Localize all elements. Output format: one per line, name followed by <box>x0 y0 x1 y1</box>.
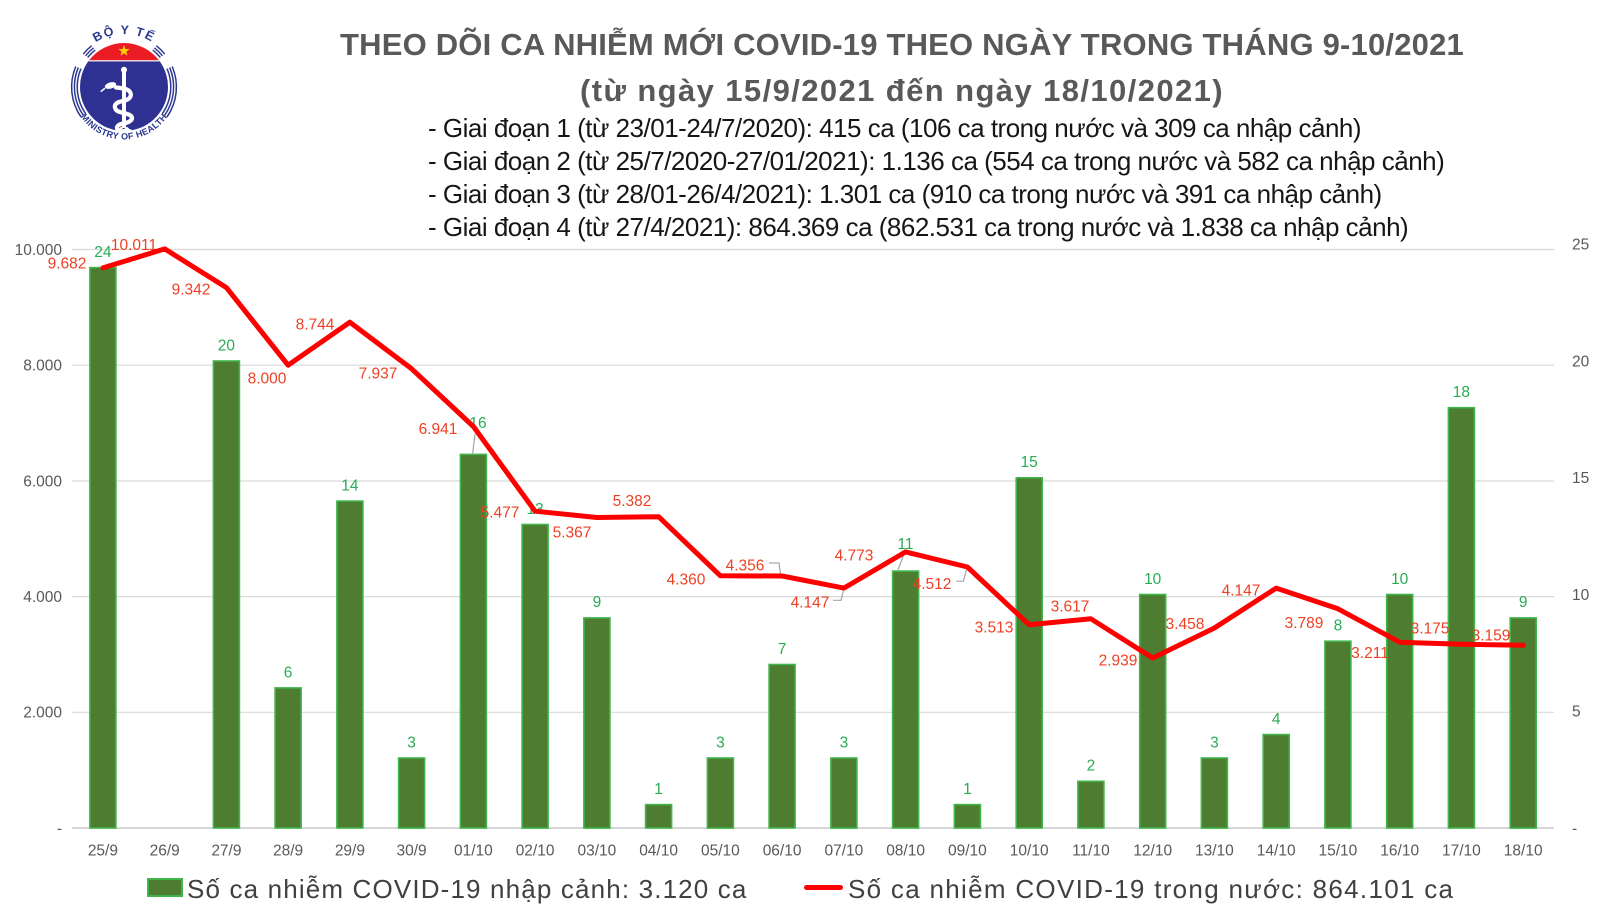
svg-text:17/10: 17/10 <box>1442 842 1481 859</box>
svg-text:3.789: 3.789 <box>1285 615 1324 632</box>
svg-text:8.744: 8.744 <box>296 316 335 333</box>
svg-text:10: 10 <box>1144 571 1162 588</box>
svg-text:15: 15 <box>1021 454 1038 471</box>
svg-text:25: 25 <box>1572 237 1589 254</box>
svg-text:9.342: 9.342 <box>172 281 211 298</box>
svg-text:10.000: 10.000 <box>15 242 63 259</box>
svg-text:5.477: 5.477 <box>481 504 520 521</box>
svg-text:9.682: 9.682 <box>48 255 87 272</box>
svg-text:8: 8 <box>1334 618 1343 635</box>
svg-text:3.458: 3.458 <box>1166 616 1205 633</box>
svg-text:-: - <box>57 820 62 837</box>
svg-text:7: 7 <box>778 641 787 658</box>
svg-text:27/9: 27/9 <box>211 842 241 859</box>
svg-text:3.617: 3.617 <box>1051 598 1090 615</box>
svg-text:6.941: 6.941 <box>419 421 458 438</box>
svg-text:15/10: 15/10 <box>1319 842 1358 859</box>
svg-text:1: 1 <box>654 781 663 798</box>
svg-text:26/9: 26/9 <box>150 842 180 859</box>
svg-text:8.000: 8.000 <box>23 358 62 375</box>
svg-text:20: 20 <box>218 337 236 354</box>
svg-text:3: 3 <box>716 734 725 751</box>
svg-text:5.367: 5.367 <box>553 524 592 541</box>
svg-text:3.175: 3.175 <box>1411 620 1450 637</box>
svg-text:25/9: 25/9 <box>88 842 118 859</box>
svg-text:30/9: 30/9 <box>397 842 427 859</box>
svg-text:2.000: 2.000 <box>23 705 62 722</box>
svg-text:12/10: 12/10 <box>1133 842 1172 859</box>
svg-text:01/10: 01/10 <box>454 842 493 859</box>
svg-text:03/10: 03/10 <box>578 842 617 859</box>
svg-text:4: 4 <box>1272 711 1281 728</box>
svg-text:24: 24 <box>94 244 112 261</box>
svg-text:13/10: 13/10 <box>1195 842 1234 859</box>
svg-text:10.011: 10.011 <box>111 237 157 254</box>
svg-text:3: 3 <box>840 734 849 751</box>
svg-text:18/10: 18/10 <box>1504 842 1543 859</box>
svg-text:BỘ Y TẾ: BỘ Y TẾ <box>90 23 158 45</box>
svg-text:6: 6 <box>284 664 293 681</box>
svg-text:4.000: 4.000 <box>23 589 62 606</box>
svg-text:1: 1 <box>963 781 972 798</box>
svg-text:6.000: 6.000 <box>23 473 62 490</box>
svg-text:15: 15 <box>1572 470 1589 487</box>
svg-text:16/10: 16/10 <box>1380 842 1419 859</box>
svg-text:18: 18 <box>1453 384 1470 401</box>
svg-text:4.147: 4.147 <box>1222 582 1261 599</box>
svg-text:9: 9 <box>1519 594 1528 611</box>
svg-text:07/10: 07/10 <box>825 842 864 859</box>
svg-text:10/10: 10/10 <box>1010 842 1049 859</box>
svg-text:05/10: 05/10 <box>701 842 740 859</box>
svg-text:3: 3 <box>1210 734 1219 751</box>
svg-text:4.356: 4.356 <box>726 557 765 574</box>
svg-text:5: 5 <box>1572 704 1581 721</box>
svg-text:-: - <box>1572 820 1577 837</box>
svg-text:2.939: 2.939 <box>1099 652 1138 669</box>
svg-text:29/9: 29/9 <box>335 842 365 859</box>
svg-text:11: 11 <box>897 536 913 553</box>
svg-text:4.147: 4.147 <box>791 594 830 611</box>
svg-text:10: 10 <box>1391 571 1409 588</box>
svg-text:20: 20 <box>1572 353 1590 370</box>
svg-text:3.159: 3.159 <box>1472 627 1511 644</box>
svg-text:2: 2 <box>1087 758 1096 775</box>
svg-text:7.937: 7.937 <box>359 365 398 382</box>
svg-text:3.211: 3.211 <box>1351 645 1389 662</box>
svg-text:04/10: 04/10 <box>639 842 678 859</box>
svg-text:5.382: 5.382 <box>613 493 652 510</box>
svg-text:4.512: 4.512 <box>913 576 952 593</box>
svg-text:09/10: 09/10 <box>948 842 987 859</box>
svg-text:08/10: 08/10 <box>886 842 925 859</box>
svg-text:4.360: 4.360 <box>667 571 706 588</box>
svg-text:28/9: 28/9 <box>273 842 303 859</box>
svg-text:8.000: 8.000 <box>248 370 287 387</box>
svg-text:02/10: 02/10 <box>516 842 555 859</box>
svg-text:10: 10 <box>1572 587 1590 604</box>
svg-text:4.773: 4.773 <box>835 547 874 564</box>
svg-text:14: 14 <box>341 478 359 495</box>
svg-text:3.513: 3.513 <box>975 619 1014 636</box>
svg-text:14/10: 14/10 <box>1257 842 1296 859</box>
svg-text:06/10: 06/10 <box>763 842 802 859</box>
svg-text:3: 3 <box>407 734 416 751</box>
svg-text:9: 9 <box>593 594 602 611</box>
svg-text:11/10: 11/10 <box>1072 842 1110 859</box>
